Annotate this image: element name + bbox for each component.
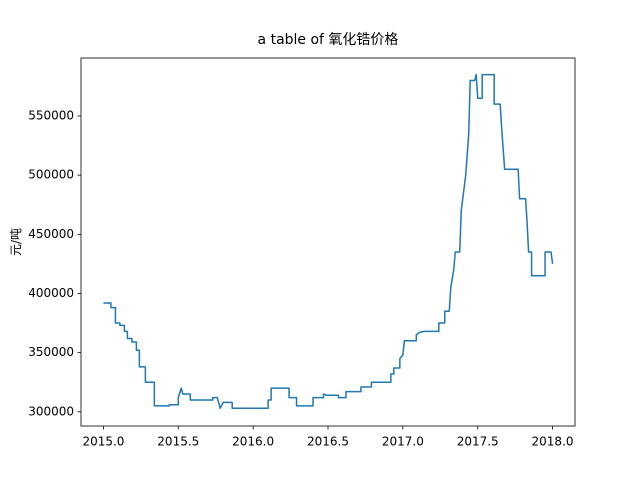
x-tick-label: 2015.0 [82,435,124,449]
x-tick-label: 2016.5 [307,435,349,449]
y-tick-label: 350000 [28,345,74,359]
y-tick-label: 300000 [28,404,74,418]
y-tick-label: 500000 [28,168,74,182]
x-tick-label: 2016.0 [232,435,274,449]
y-tick-label: 550000 [28,108,74,122]
y-axis-label: 元/吨 [9,228,23,256]
y-tick-label: 400000 [28,286,74,300]
price-line [103,73,554,409]
x-tick-label: 2017.0 [382,435,424,449]
y-tick-label: 450000 [28,227,74,241]
x-tick-label: 2018.0 [532,435,574,449]
x-tick-label: 2017.5 [457,435,499,449]
plot-frame [80,57,576,427]
chart-title: a table of 氧化锆价格 [258,32,399,48]
x-tick-label: 2015.5 [157,435,199,449]
